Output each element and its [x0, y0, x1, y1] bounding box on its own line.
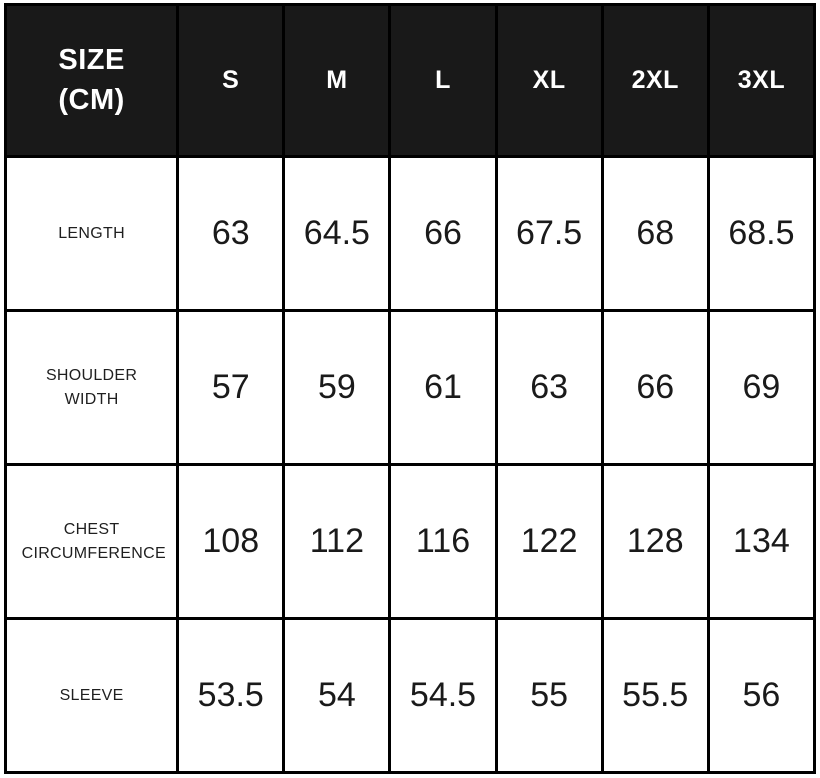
unit-header-line1: SIZE: [58, 44, 125, 77]
value-cell: 122: [494, 463, 604, 620]
value-cell: 134: [706, 463, 817, 620]
value-cell: 54.5: [388, 617, 498, 774]
value-cell: 68.5: [706, 155, 817, 312]
value-cell: 66: [388, 155, 498, 312]
value-cell: 61: [388, 309, 498, 466]
row-label-text: LENGTH: [58, 224, 125, 242]
size-column-3xl: 3XL: [706, 3, 817, 158]
value-cell: 66: [600, 309, 710, 466]
table-row-shoulder-width: SHOULDER WIDTH 57 59 61 63 66 69: [3, 309, 817, 466]
value-cell: 56: [706, 617, 817, 774]
size-column-xl: XL: [494, 3, 604, 158]
value-cell: 59: [282, 309, 392, 466]
value-cell: 67.5: [494, 155, 604, 312]
size-column-2xl: 2XL: [600, 3, 710, 158]
table-row-chest-circumference: CHEST CIRCUMFERENCE 108 112 116 122 128 …: [3, 463, 817, 620]
value-cell: 108: [176, 463, 286, 620]
value-cell: 112: [282, 463, 392, 620]
row-label: SHOULDER WIDTH: [3, 309, 180, 466]
value-cell: 68: [600, 155, 710, 312]
row-label: SLEEVE: [3, 617, 180, 774]
value-cell: 63: [494, 309, 604, 466]
row-label-text: CHEST CIRCUMFERENCE: [21, 521, 166, 562]
value-cell: 69: [706, 309, 817, 466]
table-row-length: LENGTH 63 64.5 66 67.5 68 68.5: [3, 155, 817, 312]
value-cell: 55: [494, 617, 604, 774]
value-cell: 116: [388, 463, 498, 620]
value-cell: 64.5: [282, 155, 392, 312]
size-chart-table: SIZE (CM) S M L XL 2XL 3XL LENGTH 63 64.…: [3, 3, 817, 774]
row-label-text: SLEEVE: [59, 686, 124, 704]
unit-header-line2: (CM): [58, 83, 125, 116]
row-label: CHEST CIRCUMFERENCE: [3, 463, 180, 620]
header-row: SIZE (CM) S M L XL 2XL 3XL: [3, 3, 817, 158]
unit-header-cell: SIZE (CM): [3, 3, 180, 158]
size-column-m: M: [282, 3, 392, 158]
value-cell: 63: [176, 155, 286, 312]
value-cell: 54: [282, 617, 392, 774]
value-cell: 53.5: [176, 617, 286, 774]
size-column-s: S: [176, 3, 286, 158]
size-column-l: L: [388, 3, 498, 158]
table-row-sleeve: SLEEVE 53.5 54 54.5 55 55.5 56: [3, 617, 817, 774]
row-label: LENGTH: [3, 155, 180, 312]
value-cell: 55.5: [600, 617, 710, 774]
row-label-text: SHOULDER WIDTH: [45, 367, 138, 408]
value-cell: 57: [176, 309, 286, 466]
value-cell: 128: [600, 463, 710, 620]
